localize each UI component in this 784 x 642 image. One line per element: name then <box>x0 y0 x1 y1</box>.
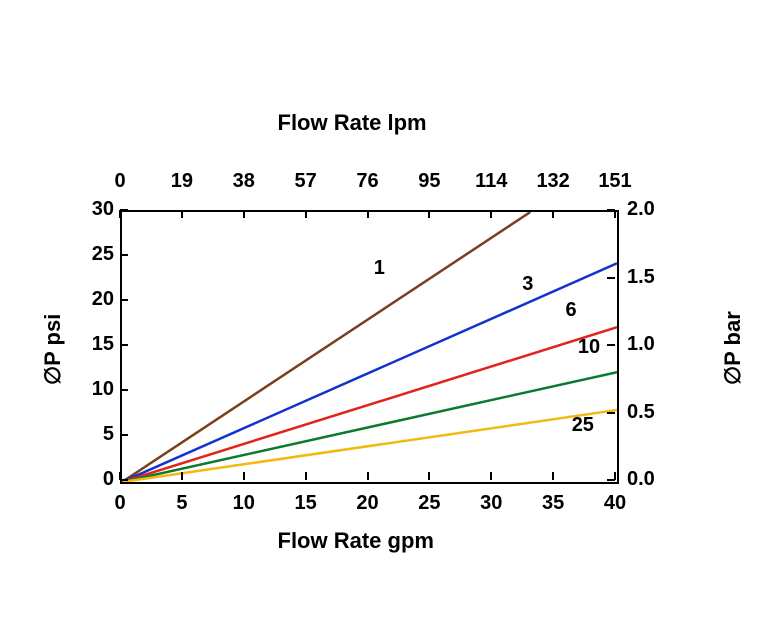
y-left-tick-label: 10 <box>74 378 114 401</box>
x-bottom-tick-label: 40 <box>595 492 635 515</box>
tick-mark <box>490 210 492 218</box>
x-top-tick-label: 151 <box>591 170 639 193</box>
tick-mark <box>120 209 128 211</box>
tick-mark <box>120 389 128 391</box>
series-line-10 <box>122 372 617 482</box>
x-top-axis-title: Flow Rate lpm <box>278 110 427 136</box>
y-left-tick-label: 15 <box>74 333 114 356</box>
tick-mark <box>120 299 128 301</box>
x-top-tick-label: 76 <box>344 170 392 193</box>
x-bottom-tick-label: 10 <box>224 492 264 515</box>
tick-mark <box>607 344 615 346</box>
x-bottom-tick-label: 15 <box>286 492 326 515</box>
tick-mark <box>181 472 183 480</box>
x-bottom-tick-label: 20 <box>348 492 388 515</box>
series-label-6: 6 <box>566 299 577 322</box>
y-right-tick-label: 1.5 <box>627 266 677 289</box>
series-label-25: 25 <box>572 414 594 437</box>
tick-mark <box>552 472 554 480</box>
x-bottom-tick-label: 25 <box>409 492 449 515</box>
y-left-tick-label: 30 <box>74 198 114 221</box>
tick-mark <box>607 277 615 279</box>
series-label-10: 10 <box>578 336 600 359</box>
y-right-tick-label: 1.0 <box>627 333 677 356</box>
x-top-tick-label: 114 <box>467 170 515 193</box>
chart-stage: Flow Rate lpm Flow Rate gpm ∅P psi ∅P ba… <box>0 0 784 642</box>
x-top-tick-label: 19 <box>158 170 206 193</box>
x-bottom-axis-title: Flow Rate gpm <box>278 528 434 554</box>
series-line-3 <box>122 263 617 482</box>
series-layer <box>122 212 617 482</box>
plot-area <box>120 210 619 484</box>
series-line-6 <box>122 327 617 482</box>
x-bottom-tick-label: 30 <box>471 492 511 515</box>
tick-mark <box>120 344 128 346</box>
tick-mark <box>305 210 307 218</box>
tick-mark <box>367 472 369 480</box>
x-top-tick-label: 95 <box>405 170 453 193</box>
series-label-3: 3 <box>522 273 533 296</box>
y-right-tick-label: 0.0 <box>627 468 677 491</box>
tick-mark <box>607 479 615 481</box>
tick-mark <box>181 210 183 218</box>
x-bottom-tick-label: 35 <box>533 492 573 515</box>
tick-mark <box>120 479 128 481</box>
tick-mark <box>490 472 492 480</box>
y-right-tick-label: 0.5 <box>627 401 677 424</box>
tick-mark <box>119 210 121 218</box>
y-left-tick-label: 0 <box>74 468 114 491</box>
y-left-tick-label: 5 <box>74 423 114 446</box>
tick-mark <box>120 254 128 256</box>
tick-mark <box>120 434 128 436</box>
x-bottom-tick-label: 5 <box>162 492 202 515</box>
tick-mark <box>305 472 307 480</box>
tick-mark <box>428 210 430 218</box>
y-left-axis-title: ∅P psi <box>40 314 66 385</box>
y-right-axis-title: ∅P bar <box>720 311 746 385</box>
series-label-1: 1 <box>374 257 385 280</box>
x-bottom-tick-label: 0 <box>100 492 140 515</box>
tick-mark <box>243 210 245 218</box>
tick-mark <box>607 412 615 414</box>
tick-mark <box>243 472 245 480</box>
tick-mark <box>614 210 616 218</box>
tick-mark <box>552 210 554 218</box>
tick-mark <box>428 472 430 480</box>
x-top-tick-label: 132 <box>529 170 577 193</box>
y-right-tick-label: 2.0 <box>627 198 677 221</box>
tick-mark <box>607 209 615 211</box>
tick-mark <box>367 210 369 218</box>
series-line-1 <box>122 212 530 482</box>
y-left-tick-label: 25 <box>74 243 114 266</box>
y-left-tick-label: 20 <box>74 288 114 311</box>
x-top-tick-label: 38 <box>220 170 268 193</box>
x-top-tick-label: 57 <box>282 170 330 193</box>
x-top-tick-label: 0 <box>96 170 144 193</box>
series-line-25 <box>122 410 617 482</box>
